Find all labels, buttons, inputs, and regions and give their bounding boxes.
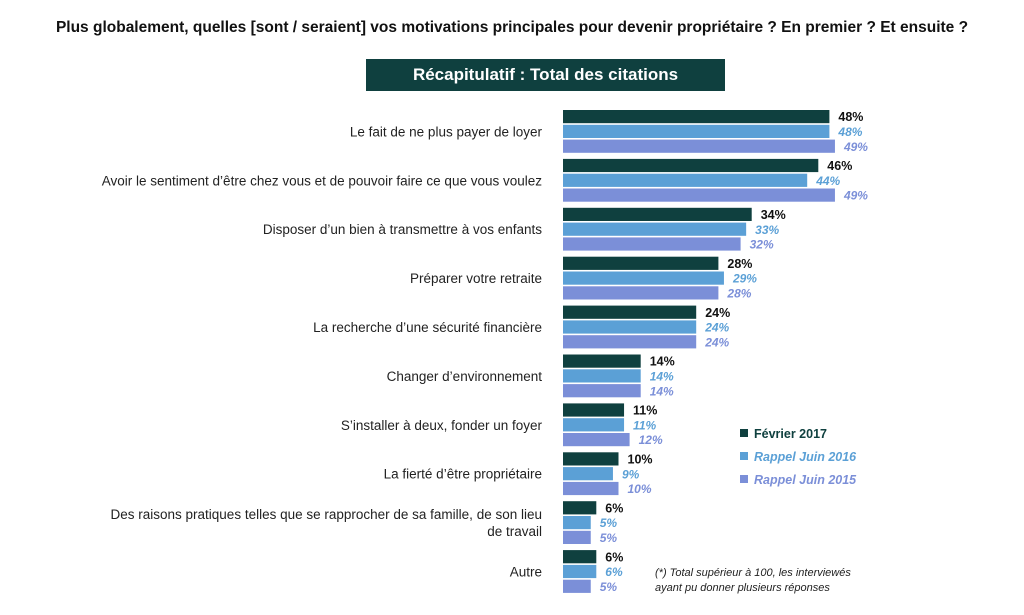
legend-swatch (740, 452, 748, 460)
data-label: 6% (605, 550, 623, 564)
bar (563, 305, 697, 319)
bar (563, 501, 597, 515)
data-label: 32% (750, 238, 774, 252)
category-label: Autre (510, 565, 542, 580)
bar (563, 530, 591, 544)
footnote: (*) Total supérieur à 100, les interview… (655, 566, 851, 596)
data-label: 48% (837, 125, 862, 139)
bar (563, 335, 697, 349)
bar (563, 320, 697, 334)
legend-swatch (740, 475, 748, 483)
data-label: 12% (639, 433, 663, 447)
footnote-line-1: (*) Total supérieur à 100, les interview… (655, 567, 851, 579)
category-label: Préparer votre retraite (410, 271, 542, 286)
data-label: 49% (843, 189, 868, 203)
legend-label: Février 2017 (754, 427, 827, 441)
bar (563, 467, 613, 481)
bar (563, 124, 830, 138)
question-title: Plus globalement, quelles [sont / seraie… (55, 19, 969, 36)
bar (563, 550, 597, 564)
data-label: 28% (727, 257, 752, 271)
category-label: de travail (487, 524, 542, 539)
bar (563, 384, 641, 398)
bar (563, 354, 641, 368)
bar (563, 271, 724, 285)
category-label: Changer d’environnement (387, 369, 543, 384)
summary-banner: Récapitulatif : Total des citations (366, 59, 725, 91)
category-label: Des raisons pratiques telles que se rapp… (111, 507, 543, 522)
bar (563, 418, 625, 432)
bar (563, 403, 625, 417)
footnote-line-2: ayant pu donner plusieurs réponses (655, 582, 830, 594)
category-label: S’installer à deux, fonder un foyer (341, 418, 543, 433)
bar (563, 256, 719, 270)
data-label: 10% (628, 482, 652, 496)
bar (563, 207, 752, 221)
bar (563, 579, 591, 593)
data-label: 14% (650, 384, 674, 398)
bar (563, 188, 835, 202)
data-label: 14% (650, 355, 675, 369)
bar (563, 286, 719, 300)
data-label: 49% (843, 140, 868, 154)
data-label: 44% (815, 174, 840, 188)
data-label: 6% (605, 501, 623, 515)
data-label: 46% (827, 159, 852, 173)
bar (563, 481, 619, 496)
data-label: 6% (605, 565, 623, 579)
bar (563, 110, 830, 124)
data-label: 34% (761, 208, 786, 222)
bar (563, 452, 619, 466)
legend-label: Rappel Juin 2015 (754, 473, 857, 487)
bar (563, 222, 747, 236)
data-label: 29% (732, 272, 757, 286)
bar (563, 139, 835, 153)
data-label: 33% (755, 223, 779, 237)
data-label: 10% (628, 453, 653, 467)
bar (563, 158, 819, 173)
data-label: 28% (726, 287, 751, 301)
data-label: 48% (838, 110, 863, 124)
data-label: 24% (704, 321, 729, 335)
data-label: 24% (705, 306, 730, 320)
bar (563, 564, 597, 579)
data-label: 24% (704, 335, 729, 349)
bar (563, 516, 591, 530)
category-label: La fierté d’être propriétaire (384, 467, 542, 482)
bar (563, 369, 641, 383)
bar (563, 433, 630, 447)
category-label: Avoir le sentiment d’être chez vous et d… (102, 173, 542, 188)
category-label: Le fait de ne plus payer de loyer (350, 124, 543, 139)
category-label: La recherche d’une sécurité financière (313, 320, 542, 335)
category-label: Disposer d’un bien à transmettre à vos e… (263, 222, 542, 237)
data-label: 11% (633, 404, 657, 418)
data-label: 11% (633, 418, 656, 432)
data-label: 5% (600, 531, 618, 545)
legend-label: Rappel Juin 2016 (754, 450, 857, 464)
data-label: 5% (600, 516, 618, 530)
bar (563, 237, 741, 251)
bar (563, 173, 808, 187)
data-label: 9% (622, 467, 640, 481)
data-label: 5% (600, 580, 618, 594)
legend-swatch (740, 429, 748, 437)
data-label: 14% (650, 370, 674, 384)
